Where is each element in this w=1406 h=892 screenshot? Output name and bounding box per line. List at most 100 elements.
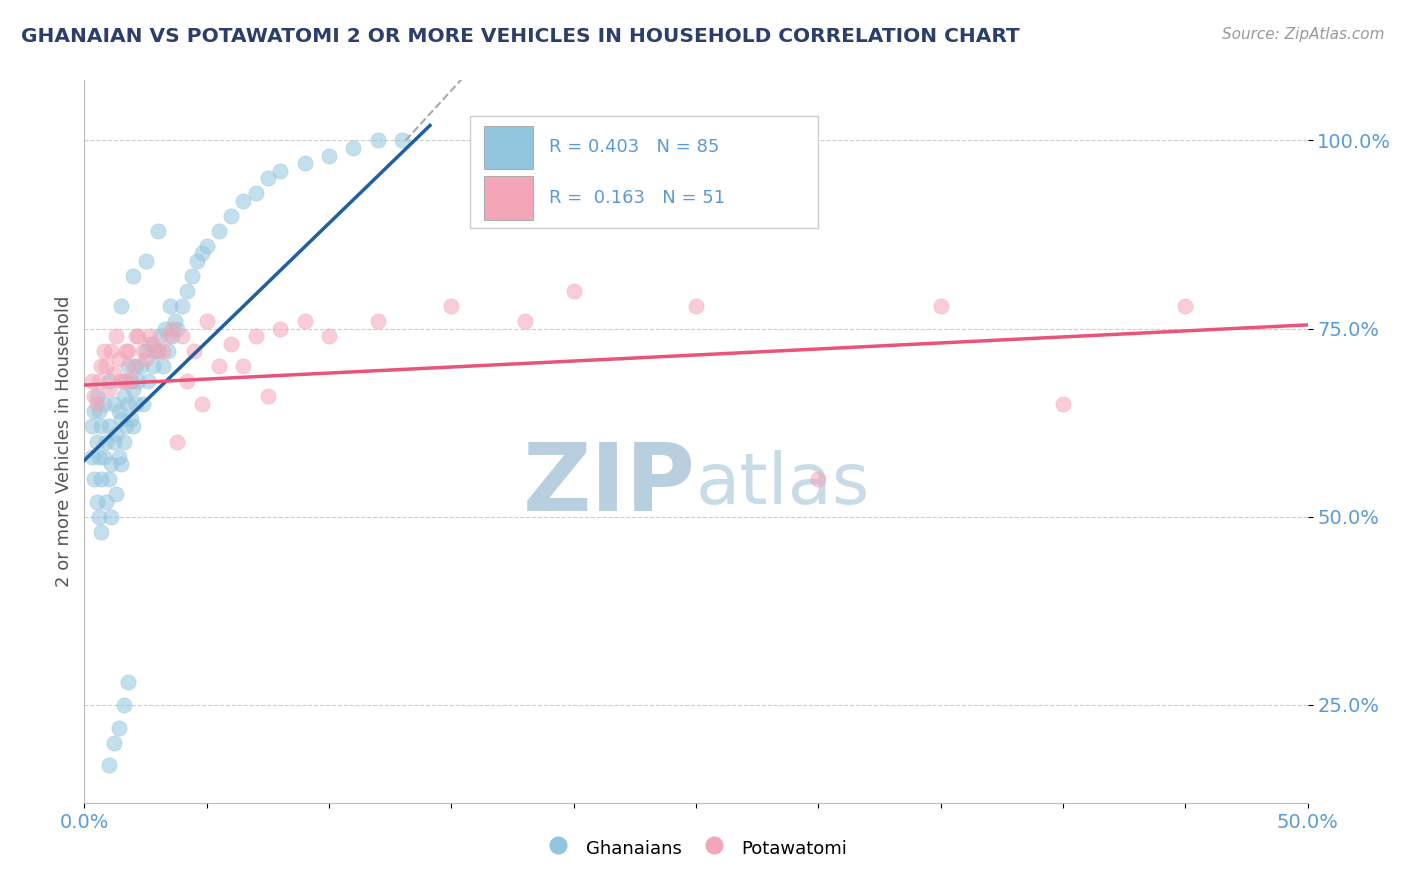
Point [105, 427, 128, 442]
Point [132, 397, 155, 411]
Point [100, 344, 122, 359]
Point [172, 329, 194, 343]
Point [107, 450, 129, 464]
Point [513, 314, 536, 328]
Point [103, 735, 125, 749]
Point [152, 344, 174, 359]
Point [97, 472, 120, 486]
Point [96, 494, 118, 508]
Point [115, 375, 138, 389]
Point [103, 434, 125, 449]
Point [115, 419, 138, 434]
Text: atlas: atlas [696, 450, 870, 519]
FancyBboxPatch shape [470, 116, 818, 228]
Point [97, 758, 120, 772]
Point [83, 472, 105, 486]
Point [186, 254, 208, 268]
Bar [484, 177, 533, 219]
Text: Source: ZipAtlas.com: Source: ZipAtlas.com [1222, 27, 1385, 42]
Point [110, 299, 132, 313]
Point [152, 359, 174, 374]
Point [112, 375, 135, 389]
Point [86, 494, 108, 508]
Point [219, 336, 242, 351]
Point [562, 284, 585, 298]
Text: R =  0.163   N = 51: R = 0.163 N = 51 [550, 189, 725, 207]
Point [112, 698, 135, 712]
Point [93, 344, 115, 359]
Point [90, 472, 112, 486]
Point [80, 450, 103, 464]
Point [149, 329, 172, 343]
Point [90, 524, 112, 539]
Point [142, 336, 165, 351]
Point [96, 434, 118, 449]
Point [80, 375, 103, 389]
Point [1174, 299, 1197, 313]
Point [122, 419, 145, 434]
Point [219, 209, 242, 223]
Point [105, 487, 128, 501]
Point [93, 450, 115, 464]
Point [90, 359, 112, 374]
Point [100, 509, 122, 524]
Point [146, 344, 169, 359]
Text: GHANAIAN VS POTAWATOMI 2 OR MORE VEHICLES IN HOUSEHOLD CORRELATION CHART: GHANAIAN VS POTAWATOMI 2 OR MORE VEHICLE… [21, 27, 1019, 45]
Y-axis label: 2 or more Vehicles in Household: 2 or more Vehicles in Household [55, 296, 73, 587]
Bar [484, 126, 533, 169]
Point [342, 141, 364, 155]
Point [156, 344, 179, 359]
Point [269, 321, 291, 335]
Point [117, 359, 139, 374]
Point [97, 419, 120, 434]
Point [176, 284, 198, 298]
Point [107, 351, 129, 366]
Point [135, 344, 157, 359]
Point [166, 434, 188, 449]
Point [162, 321, 184, 335]
Point [318, 329, 340, 343]
Point [120, 375, 142, 389]
Point [146, 344, 169, 359]
Point [115, 344, 138, 359]
Point [191, 397, 214, 411]
Point [96, 359, 118, 374]
Point [100, 457, 122, 471]
Point [176, 375, 198, 389]
Point [132, 344, 155, 359]
Text: ZIP: ZIP [523, 439, 696, 531]
Point [107, 404, 129, 418]
Point [294, 156, 316, 170]
Point [93, 397, 115, 411]
Point [87, 509, 110, 524]
Point [105, 329, 128, 343]
Text: R = 0.403   N = 85: R = 0.403 N = 85 [550, 138, 720, 156]
Point [117, 344, 139, 359]
Point [294, 314, 316, 328]
Point [162, 329, 184, 343]
Point [195, 239, 218, 253]
Point [103, 367, 125, 381]
Point [122, 359, 145, 374]
Point [143, 344, 166, 359]
Point [166, 321, 188, 335]
Point [86, 434, 108, 449]
Point [156, 329, 179, 343]
Point [195, 314, 218, 328]
Point [172, 299, 194, 313]
Point [139, 336, 162, 351]
Point [122, 382, 145, 396]
Point [367, 314, 389, 328]
Point [129, 359, 152, 374]
Point [232, 194, 254, 208]
Point [269, 163, 291, 178]
Point [318, 148, 340, 162]
Point [183, 344, 205, 359]
Point [127, 375, 149, 389]
Point [127, 329, 149, 343]
Point [807, 472, 830, 486]
Point [112, 389, 135, 403]
Point [245, 186, 267, 201]
Point [87, 375, 110, 389]
Point [86, 397, 108, 411]
